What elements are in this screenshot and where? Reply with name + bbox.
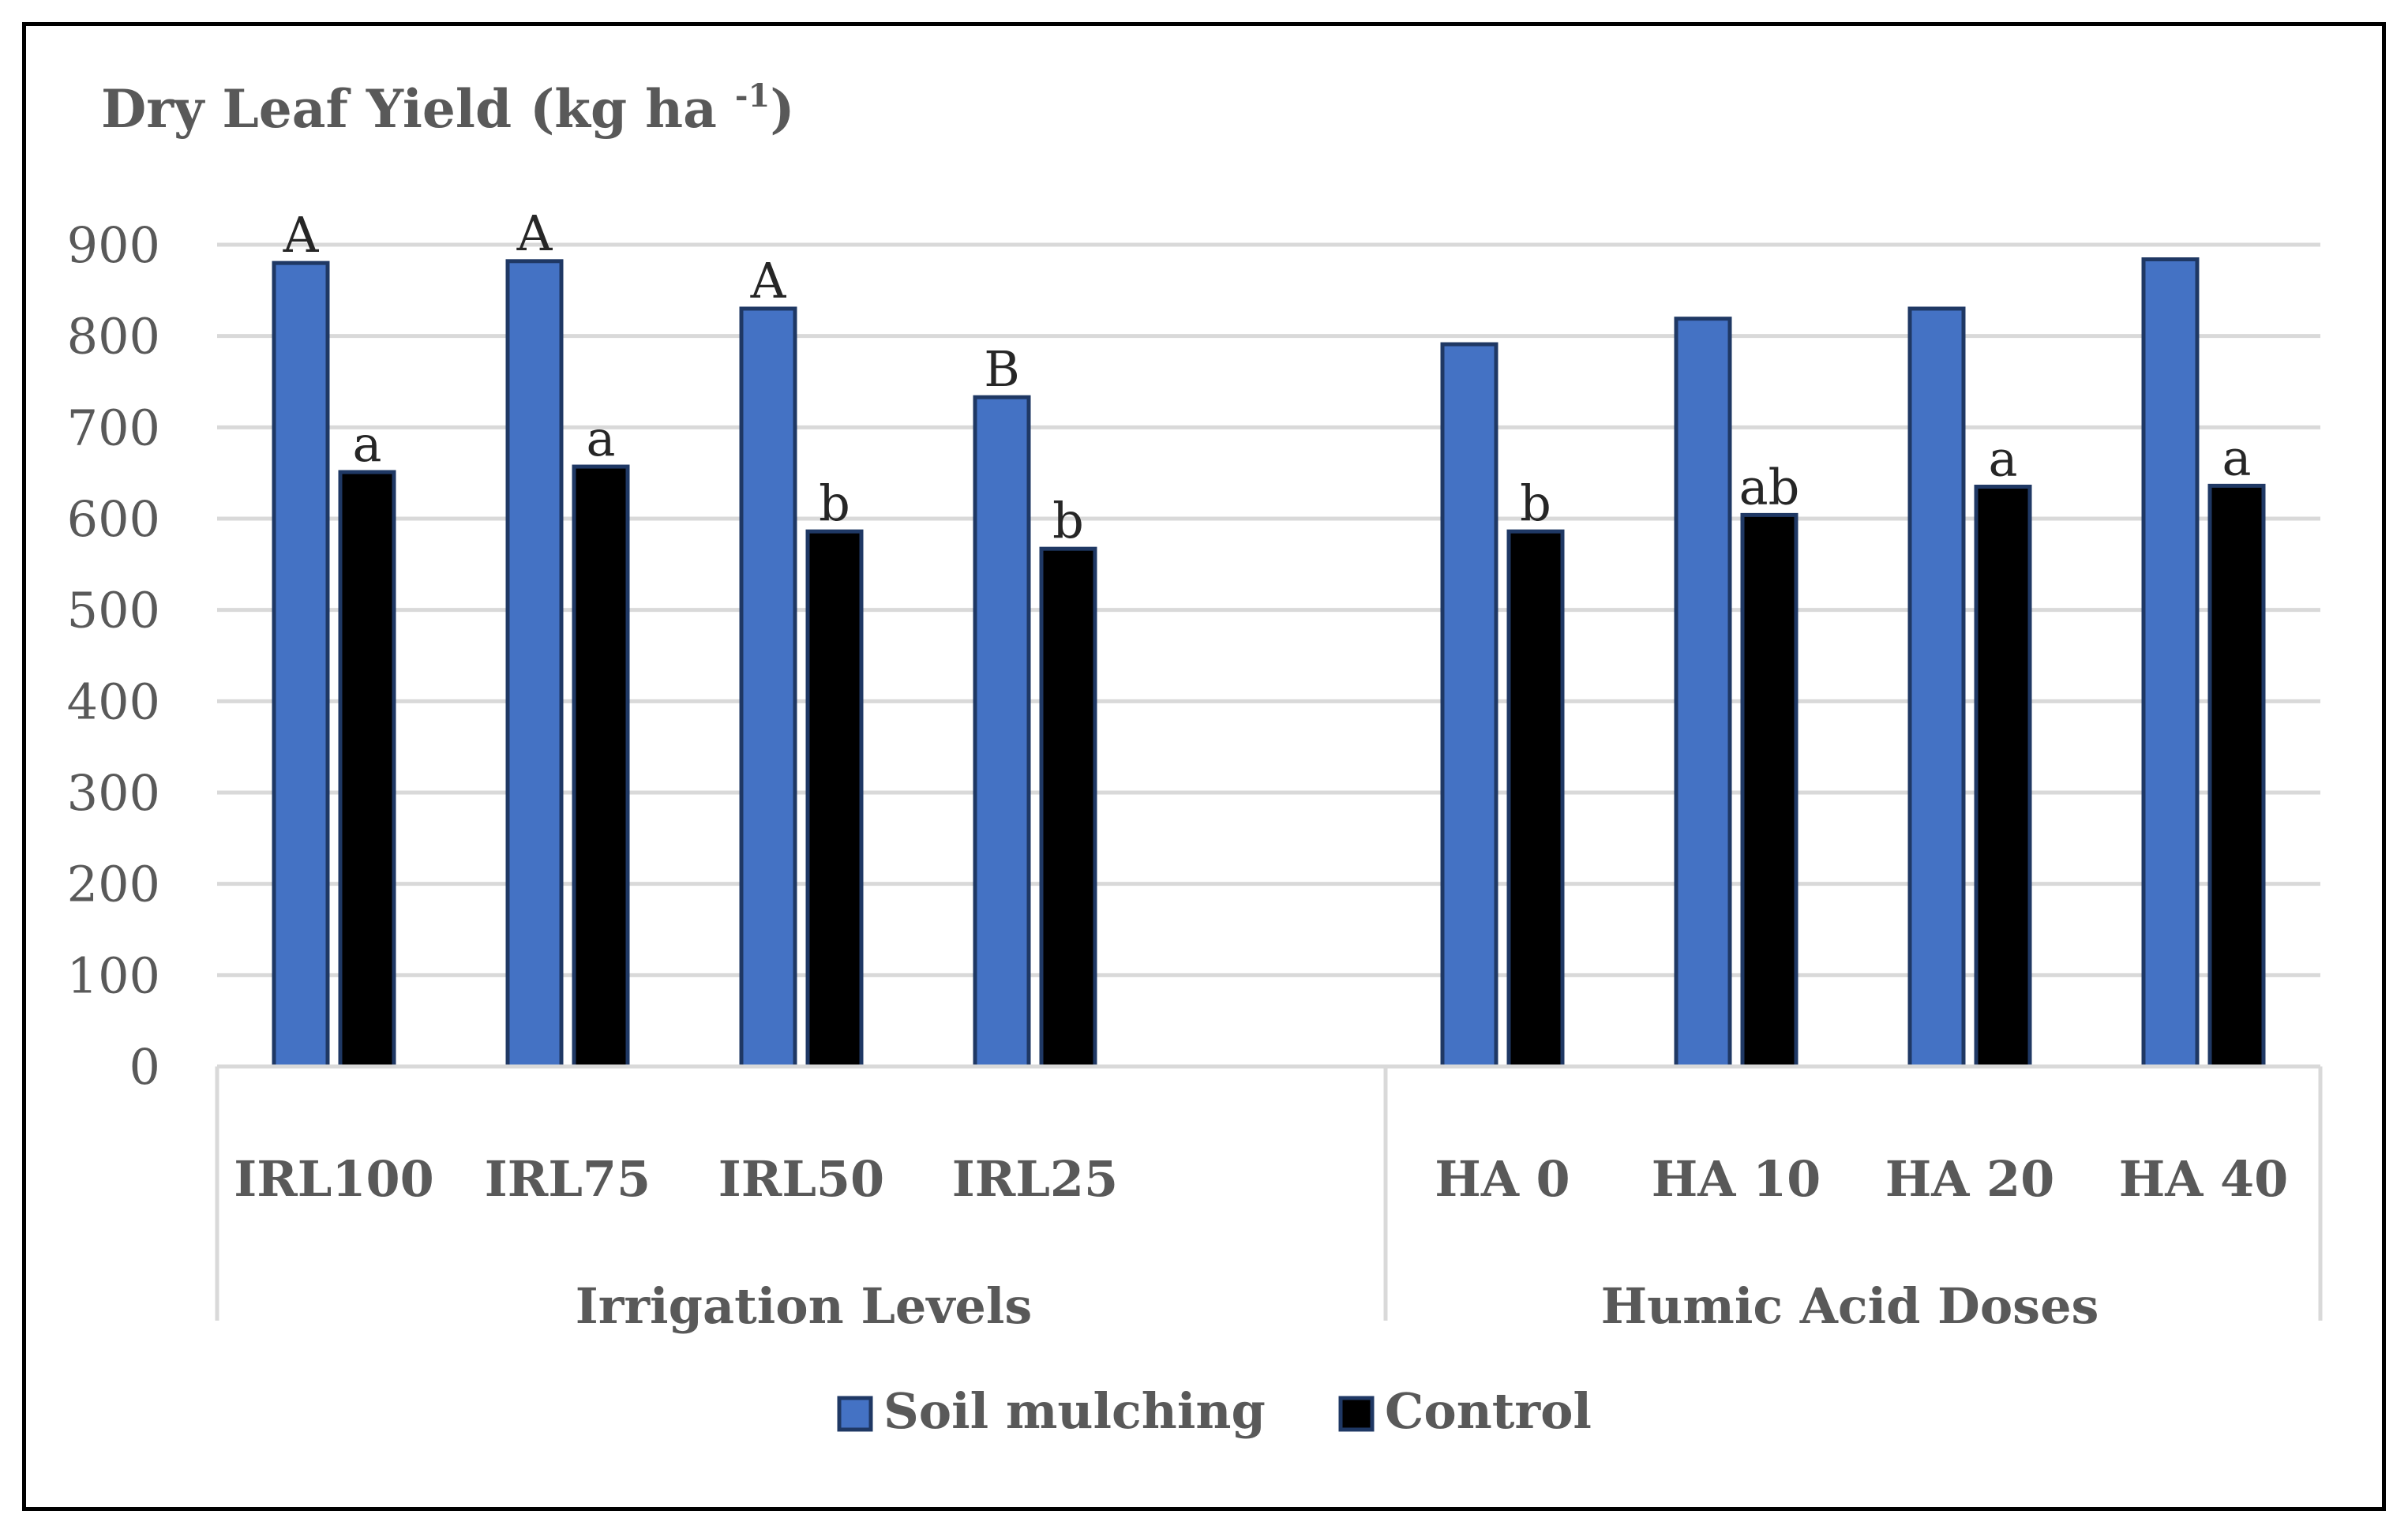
bar-control [1974, 485, 2032, 1069]
significance-letter: b [1052, 492, 1084, 549]
x-category-label: IRL100 [234, 1150, 434, 1208]
x-category-label: IRL75 [485, 1150, 651, 1208]
bar-soil-mulching [505, 259, 564, 1069]
y-tick-label: 200 [67, 856, 160, 913]
x-category-label: IRL25 [952, 1150, 1118, 1208]
y-tick-label: 0 [129, 1038, 160, 1096]
y-tick-label: 900 [67, 216, 160, 274]
significance-letter: a [2222, 429, 2252, 486]
significance-letter: B [984, 340, 1020, 398]
x-category-label: HA 0 [1435, 1150, 1570, 1208]
bar-soil-mulching [2141, 257, 2200, 1069]
x-group-label: Humic Acid Doses [1601, 1277, 2099, 1335]
chart-title: Dry Leaf Yield (kg ha -1) [101, 77, 795, 140]
bar-control [572, 464, 630, 1069]
x-category-label: IRL50 [718, 1150, 884, 1208]
x-category-label: HA 20 [1885, 1150, 2055, 1208]
y-tick-label: 500 [67, 582, 160, 639]
significance-letter: ab [1739, 458, 1800, 515]
y-tick-label: 700 [67, 399, 160, 456]
significance-letter: A [516, 204, 553, 262]
bar-control [1506, 529, 1565, 1069]
x-category-label: HA 40 [2119, 1150, 2289, 1208]
y-tick-label: 400 [67, 673, 160, 730]
bar-soil-mulching [272, 260, 330, 1069]
chart-title-superscript: -1 [735, 77, 770, 114]
legend-swatch-soil-mulching [837, 1396, 873, 1432]
bar-control [2207, 483, 2266, 1069]
significance-letter: a [587, 410, 616, 467]
significance-letter: b [819, 474, 850, 532]
bar-soil-mulching [1440, 342, 1498, 1069]
significance-letter: a [353, 415, 382, 473]
y-tick-label: 300 [67, 764, 160, 822]
y-tick-label: 800 [67, 308, 160, 365]
x-group-label: Irrigation Levels [576, 1277, 1033, 1335]
y-tick-label: 100 [67, 946, 160, 1004]
chart-title-close: ) [770, 78, 794, 140]
bar-soil-mulching [1674, 317, 1732, 1069]
legend-label-soil-mulching: Soil mulching [883, 1382, 1266, 1440]
legend-swatch-control [1338, 1396, 1375, 1432]
significance-letter: a [1989, 430, 2018, 488]
significance-letter: b [1520, 474, 1551, 532]
bar-soil-mulching [739, 306, 797, 1069]
legend-label-control: Control [1385, 1382, 1592, 1440]
bar-soil-mulching [973, 395, 1031, 1069]
bar-control [1740, 512, 1798, 1069]
y-tick-label: 600 [67, 490, 160, 548]
bar-control [805, 529, 864, 1069]
x-category-label: HA 10 [1652, 1150, 1821, 1208]
bar-soil-mulching [1907, 306, 1966, 1069]
chart-title-main: Dry Leaf Yield (kg ha [101, 78, 735, 140]
significance-letter: A [283, 206, 320, 264]
bar-control [1039, 546, 1097, 1069]
bar-control [338, 470, 396, 1069]
significance-letter: A [750, 252, 787, 309]
